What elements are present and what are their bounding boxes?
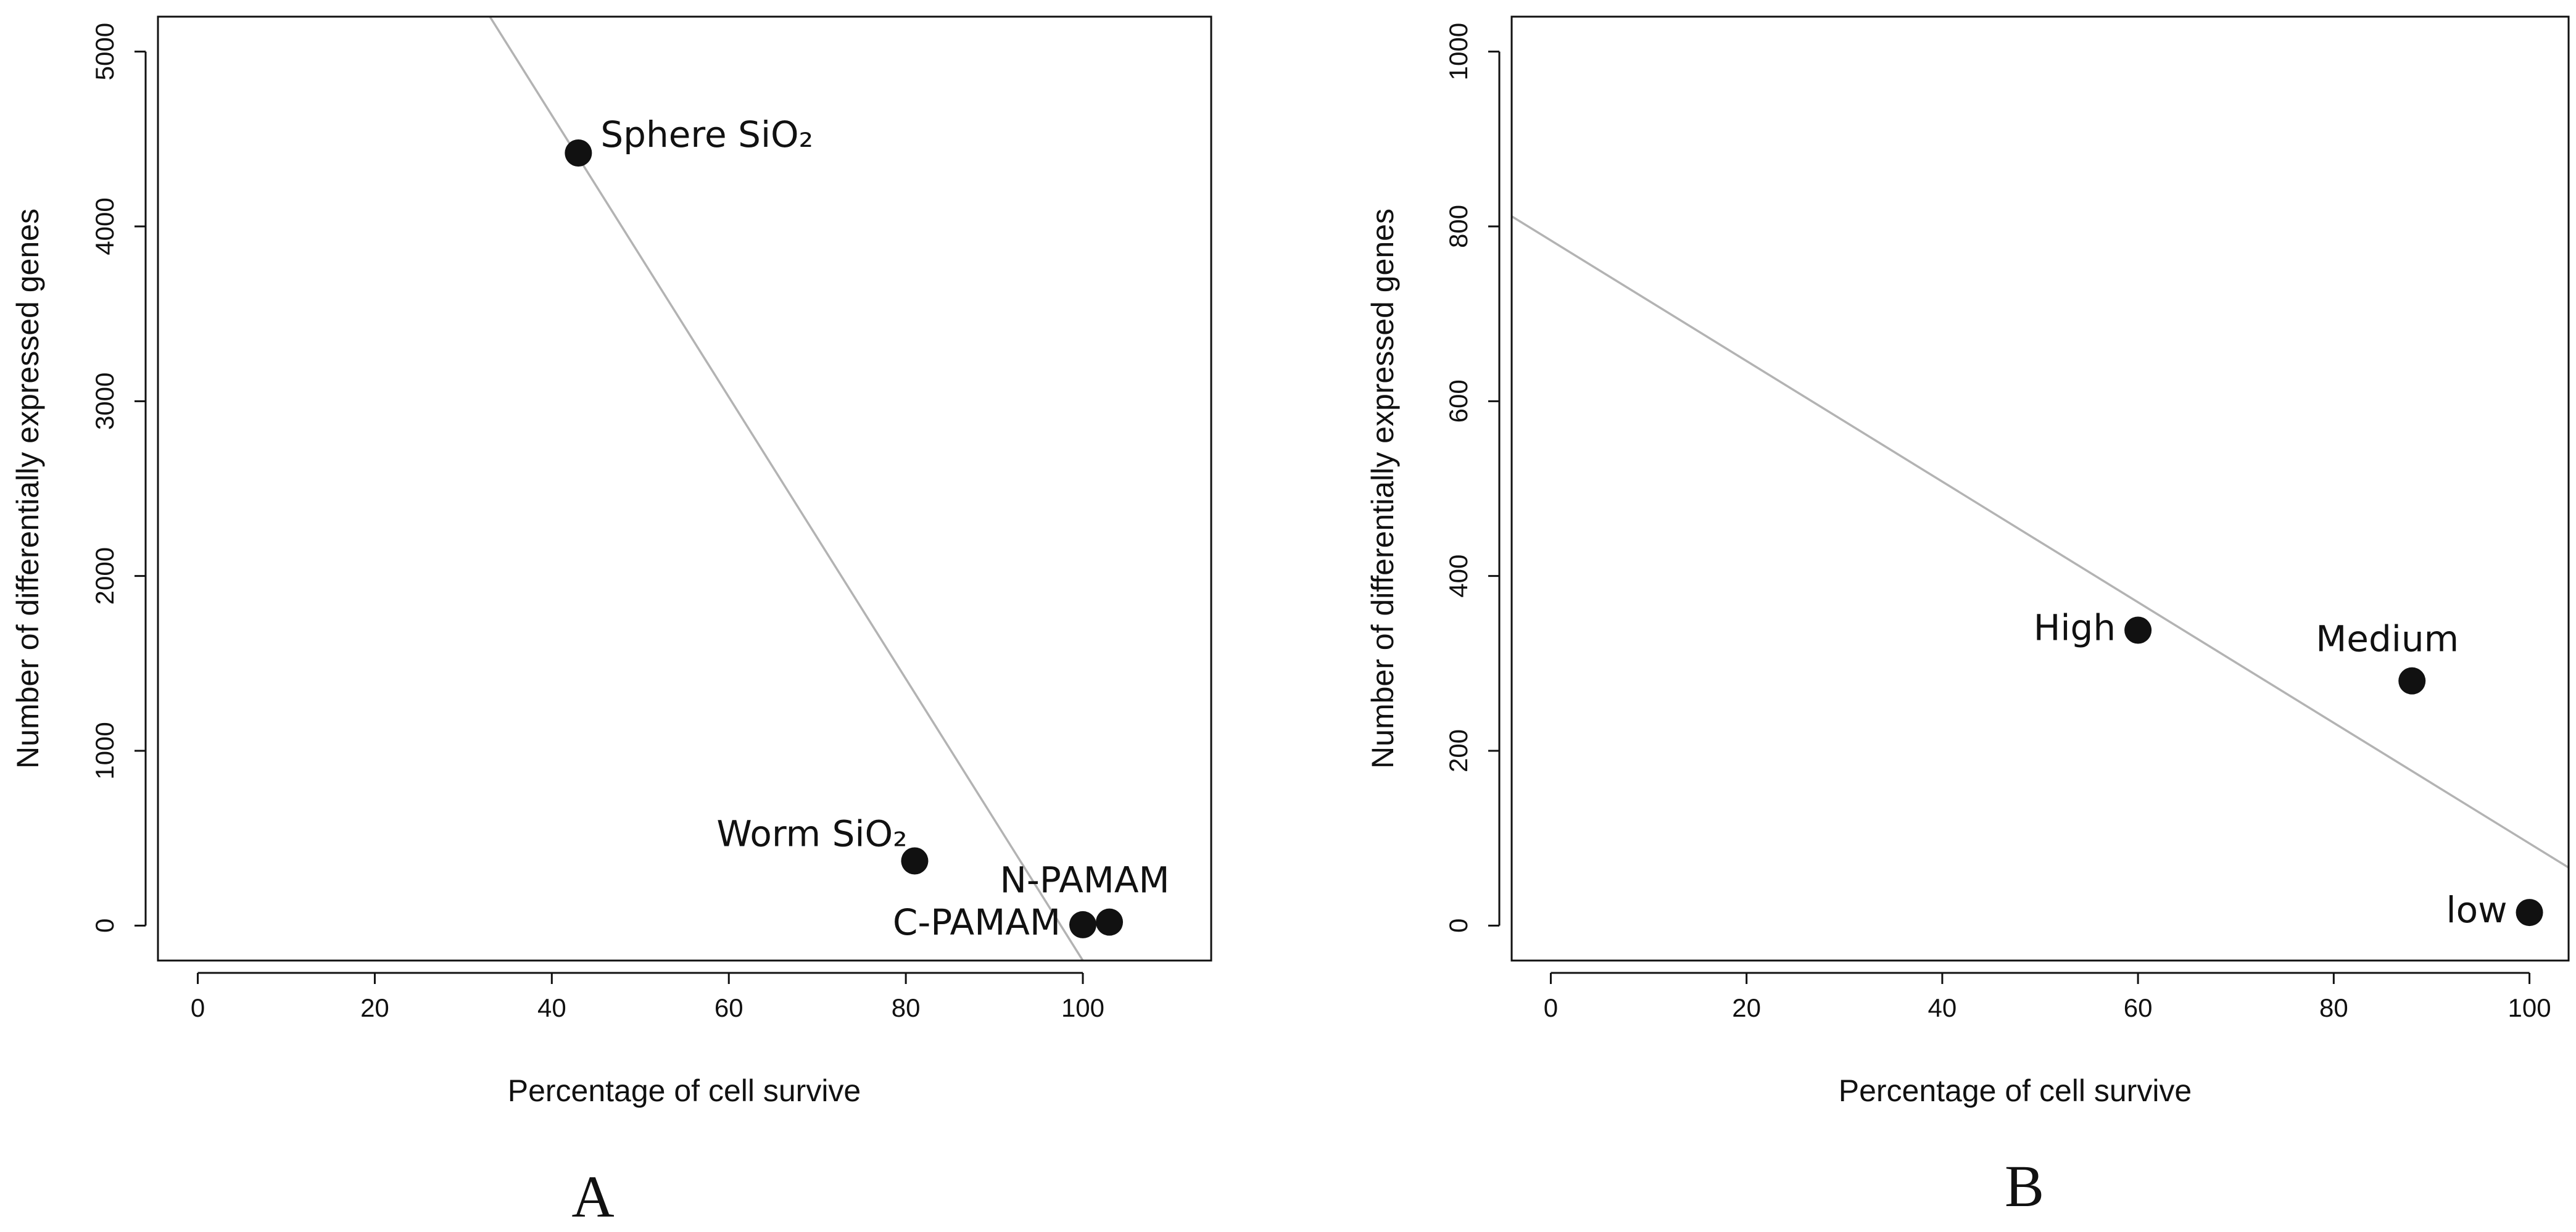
- panel-b: High Medium low Percentage of cell survive…: [1365, 15, 2570, 1219]
- panel-a-point-label: C-PAMAM: [893, 901, 1061, 943]
- panel-a-x-tick-label: 100: [1061, 993, 1104, 1022]
- panel-b-x-tick-label: 40: [1928, 993, 1957, 1022]
- panel-a-x-tick-label: 40: [537, 993, 566, 1022]
- panel-b-point-label: Medium: [2316, 618, 2459, 660]
- panel-b-y-tick-label: 800: [1444, 205, 1473, 248]
- panel-b-y-tick-label: 400: [1444, 555, 1473, 598]
- panel-a-regression-line: [488, 17, 1085, 961]
- panel-b-y-tick-label: 200: [1444, 729, 1473, 772]
- panel-b-y-tick-label: 1000: [1444, 23, 1473, 80]
- panel-a-data-point: [901, 847, 929, 875]
- panel-b-data-point: [2124, 616, 2152, 644]
- panel-a-data-point: [565, 139, 592, 167]
- panel-b-x-tick-label: 0: [1544, 993, 1558, 1022]
- panel-a-y-tick-label: 3000: [90, 373, 119, 430]
- panel-b-y-axis-title: Number of differentially expressed genes: [1365, 209, 1400, 769]
- panel-a-x-tick-label: 80: [892, 993, 921, 1022]
- panel-b-y-tick-label: 0: [1444, 919, 1473, 933]
- panel-a-y-tick-label: 5000: [90, 23, 119, 80]
- panel-a-x-tick-label: 0: [191, 993, 205, 1022]
- panel-a-y-axis-title: Number of differentially expressed genes: [10, 209, 45, 769]
- panel-b-data-point: [2516, 899, 2543, 927]
- panel-a-y-tick-label: 0: [90, 919, 119, 933]
- panel-a-point-label: N-PAMAM: [1000, 859, 1170, 901]
- panel-a-point-label: Worm SiO₂: [716, 813, 907, 855]
- panel-a-label: A: [571, 1164, 614, 1230]
- panel-a-x-tick-label: 20: [360, 993, 389, 1022]
- panel-b-x-tick-label: 20: [1732, 993, 1761, 1022]
- panel-b-label: B: [2005, 1153, 2044, 1219]
- panel-a-y-tick-label: 2000: [90, 547, 119, 605]
- panel-b-x-tick-label: 60: [2124, 993, 2153, 1022]
- panel-b-data-point: [2398, 667, 2426, 695]
- panel-b-plot-frame: [1510, 15, 2570, 962]
- panel-b-point-label: low: [2446, 889, 2508, 931]
- panel-a-data-point: [1069, 911, 1097, 938]
- panel-b-y-tick-label: 600: [1444, 379, 1473, 423]
- panel-b-point-label: High: [2034, 607, 2116, 649]
- panel-a-y-tick-label: 1000: [90, 722, 119, 779]
- panel-b-x-tick-label: 80: [2319, 993, 2348, 1022]
- panel-a-x-tick-label: 60: [714, 993, 743, 1022]
- panel-a-data-point: [1096, 908, 1124, 936]
- panel-b-marks: High Medium low: [1512, 215, 2569, 931]
- panel-b-x-tick-label: 100: [2508, 993, 2551, 1022]
- panel-a-point-label: Sphere SiO₂: [600, 114, 813, 155]
- panel-a-plot-frame: [157, 15, 1212, 962]
- panel-b-regression-line: [1512, 215, 2569, 869]
- panel-a-y-tick-label: 4000: [90, 197, 119, 255]
- panel-b-x-axis-title: Percentage of cell survive: [1839, 1073, 2192, 1108]
- panel-a-x-axis-title: Percentage of cell survive: [508, 1073, 861, 1108]
